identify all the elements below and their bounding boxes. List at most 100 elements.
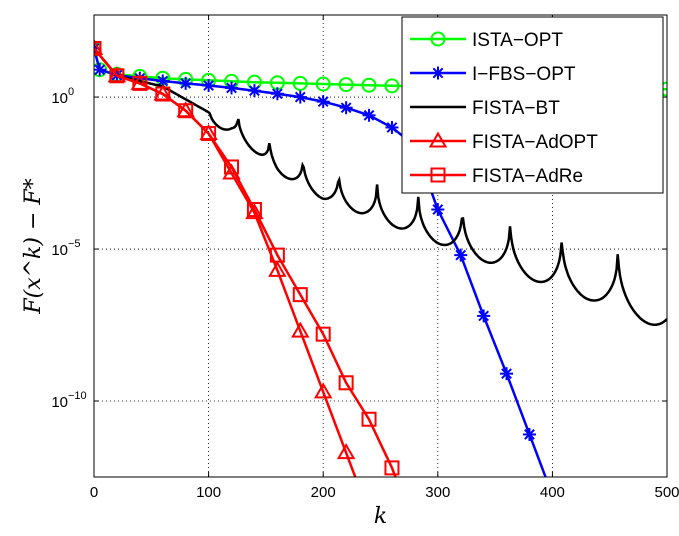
series-line-4 [94, 47, 397, 477]
marker-square [201, 126, 217, 142]
series-line-2 [94, 47, 667, 327]
marker-star-stroke [363, 109, 375, 121]
legend-label: I−FBS−OPT [472, 64, 576, 85]
marker-star [454, 248, 468, 262]
y-axis-label-group: F(x^k) − F* [21, 178, 46, 314]
marker-triangle [428, 131, 448, 148]
marker-star-stroke [340, 102, 352, 114]
legend-entry: FISTA−AdRe [410, 166, 583, 187]
y-axis-label: F(x^k) − F* [21, 178, 46, 314]
marker-star-stroke [386, 122, 398, 133]
marker-star [316, 95, 330, 109]
legend-label: FISTA−AdOPT [472, 132, 598, 153]
marker-star-stroke [317, 96, 329, 108]
marker-square [269, 247, 285, 263]
x-tick-label: 400 [540, 484, 565, 501]
x-tick-label: 100 [196, 484, 221, 501]
marker-star [477, 309, 491, 323]
marker-star-stroke [501, 368, 512, 380]
marker-star-stroke [94, 64, 106, 76]
marker-square [246, 202, 262, 218]
marker-star [225, 81, 239, 95]
marker-star-stroke [478, 310, 490, 322]
series-2 [94, 47, 667, 327]
series-line-3 [94, 47, 357, 477]
marker-square [94, 40, 102, 56]
marker-star [431, 203, 445, 217]
marker-star [385, 120, 399, 134]
y-tick-label: 10 [51, 394, 68, 411]
marker-star-stroke [157, 75, 169, 87]
marker-circle [338, 77, 354, 93]
series-4 [94, 40, 421, 531]
marker-triangle [94, 38, 104, 55]
marker-square [384, 460, 400, 476]
marker-star-stroke [455, 249, 467, 261]
legend-entry: FISTA−BT [410, 98, 560, 119]
marker-square [132, 75, 148, 91]
marker-star-stroke [432, 204, 444, 215]
marker-triangle [291, 321, 310, 338]
marker-star [431, 66, 445, 80]
marker-square [224, 159, 240, 175]
marker-star-stroke [180, 78, 192, 89]
marker-circle [315, 76, 331, 92]
marker-square [178, 103, 194, 119]
legend: ISTA−OPT I−FBS−OPT FISTA−BT FISTA−AdOPT FIST… [401, 16, 664, 194]
marker-square [315, 326, 331, 342]
marker-star-stroke [226, 82, 237, 94]
marker-star [247, 84, 261, 98]
x-tick-label: 0 [90, 484, 98, 501]
marker-star-stroke [203, 80, 214, 91]
marker-star [362, 108, 376, 122]
marker-square [361, 411, 377, 427]
legend-label: FISTA−AdRe [472, 166, 583, 187]
marker-star [500, 367, 514, 381]
legend-label: FISTA−BT [472, 98, 560, 119]
marker-circle [384, 78, 400, 94]
marker-square [338, 375, 354, 391]
legend-entry: FISTA−AdOPT [410, 131, 598, 153]
series-3 [94, 38, 357, 477]
marker-star [94, 63, 107, 77]
x-tick-label: 200 [311, 484, 336, 501]
x-tick-label: 300 [425, 484, 450, 501]
marker-star-stroke [524, 429, 535, 440]
legend-entry: I−FBS−OPT [410, 64, 576, 85]
y-tick-exponent: 0 [68, 86, 74, 98]
marker-square [292, 287, 308, 303]
y-tick-label: 10 [51, 242, 68, 259]
marker-circle [292, 75, 308, 91]
y-tick-exponent: −10 [68, 390, 87, 402]
marker-star [293, 90, 307, 104]
marker-star-stroke [294, 91, 306, 103]
marker-triangle [336, 443, 356, 460]
marker-triangle [268, 260, 287, 277]
series-line-1 [94, 48, 547, 477]
marker-triangle [245, 203, 264, 220]
marker-star-stroke [249, 85, 260, 97]
x-tick-label: 500 [654, 484, 679, 501]
marker-square [155, 86, 171, 102]
marker-star [202, 79, 216, 93]
x-axis-label: k [374, 504, 387, 529]
marker-star-stroke [271, 88, 283, 100]
legend-entry: ISTA−OPT [410, 30, 563, 51]
marker-star [179, 76, 193, 90]
marker-square [109, 68, 125, 84]
marker-star [339, 101, 353, 115]
marker-star-stroke [432, 67, 444, 79]
marker-star [522, 427, 536, 441]
marker-triangle [313, 382, 333, 399]
legend-label: ISTA−OPT [472, 30, 563, 51]
y-tick-label: 10 [51, 90, 68, 107]
y-tick-exponent: −5 [68, 238, 81, 250]
marker-square [408, 522, 421, 531]
marker-circle [361, 77, 377, 93]
marker-square [430, 167, 446, 183]
legend-box [401, 16, 664, 194]
plot-frame [93, 14, 668, 478]
